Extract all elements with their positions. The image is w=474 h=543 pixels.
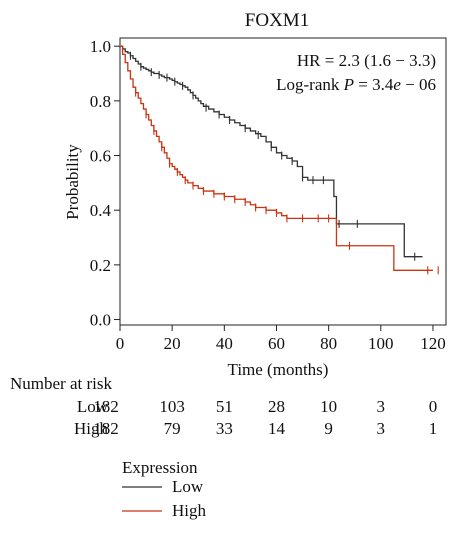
logrank-eq: = 3.4 [354, 75, 394, 94]
y-tick-label: 0.4 [90, 201, 112, 220]
x-tick-label: 80 [320, 334, 337, 353]
y-tick-label: 1.0 [90, 37, 111, 56]
y-tick-label: 0.0 [90, 311, 111, 330]
x-tick-label: 60 [268, 334, 285, 353]
hr-annotation: HR = 2.3 (1.6 − 3.3) [297, 51, 436, 70]
logrank-annotation: Log-rank P = 3.4e − 06 [276, 75, 436, 94]
x-tick-label: 120 [420, 334, 446, 353]
logrank-exp: − 06 [401, 75, 436, 94]
legend: Low High [122, 477, 207, 520]
logrank-p: P [343, 75, 354, 94]
risk-table-title: Number at risk [10, 374, 112, 393]
risk-value-high: 9 [324, 419, 333, 438]
x-axis-label: Time (months) [228, 360, 329, 379]
x-tick-label: 40 [216, 334, 233, 353]
logrank-e: e [393, 75, 401, 94]
risk-value-low: 28 [268, 397, 285, 416]
risk-value-low: 51 [216, 397, 233, 416]
risk-value-high: 1 [429, 419, 438, 438]
y-axis-label: Probability [63, 144, 82, 220]
plot-frame [119, 37, 447, 326]
risk-value-low: 0 [429, 397, 438, 416]
risk-value-high: 182 [93, 419, 119, 438]
x-axis: 0 20 40 60 80 100 120 [116, 325, 446, 353]
risk-row-label-high: High [74, 419, 109, 438]
risk-value-low: 10 [320, 397, 337, 416]
risk-value-high: 79 [164, 419, 181, 438]
risk-value-high: 14 [268, 419, 286, 438]
legend-title: Expression [122, 458, 198, 477]
y-tick-label: 0.2 [90, 256, 111, 275]
risk-value-high: 33 [216, 419, 233, 438]
legend-label-high: High [172, 501, 207, 520]
risk-row-label-low: Low [77, 397, 109, 416]
chart-title: FOXM1 [245, 10, 309, 31]
x-tick-label: 0 [116, 334, 125, 353]
risk-value-low: 182 [93, 397, 119, 416]
x-tick-label: 20 [164, 334, 181, 353]
legend-label-low: Low [172, 477, 204, 496]
risk-value-high: 3 [377, 419, 386, 438]
x-tick-label: 100 [368, 334, 394, 353]
y-tick-label: 0.6 [90, 147, 111, 166]
logrank-prefix: Log-rank [276, 75, 344, 94]
y-tick-label: 0.8 [90, 92, 111, 111]
risk-value-low: 3 [377, 397, 386, 416]
y-axis: 0.0 0.2 0.4 0.6 0.8 1.0 [90, 37, 120, 330]
risk-value-low: 103 [159, 397, 185, 416]
survival-curves [120, 45, 439, 275]
